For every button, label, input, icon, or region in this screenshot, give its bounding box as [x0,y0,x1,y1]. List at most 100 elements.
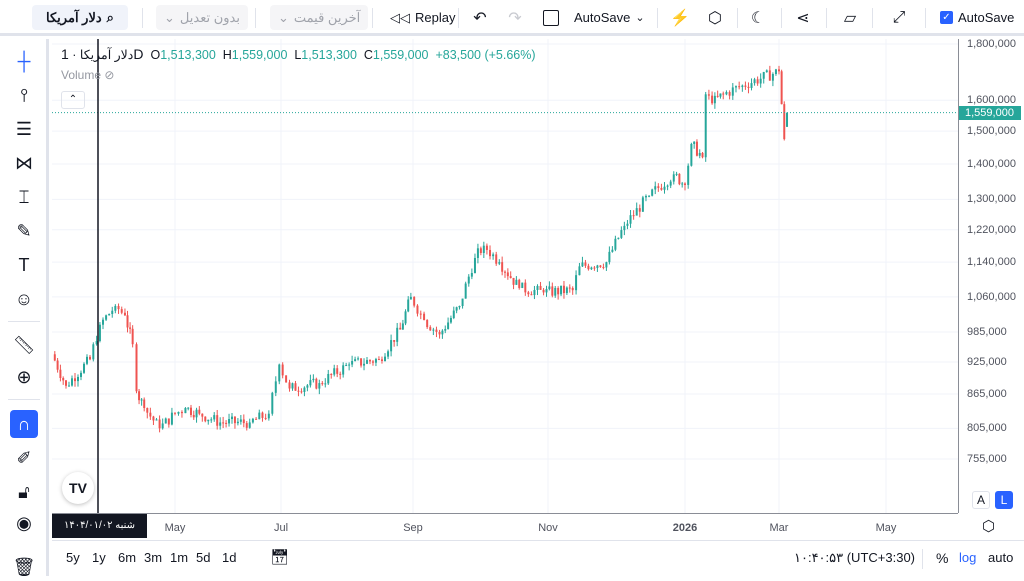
range-button-5y[interactable]: 5y [66,550,80,565]
ruler-icon[interactable]: 📏︎ [12,334,36,355]
candle-body [330,373,333,375]
axis-settings-icon[interactable]: ⬡ [982,518,996,535]
candle-body [711,95,714,104]
eye-off-icon[interactable]: ⊘ [104,68,115,82]
replay-label: Replay [415,10,456,25]
eye-icon[interactable]: ◉ [16,512,32,533]
candle-body [771,74,774,81]
candle-body [312,378,315,381]
candle-body [219,422,222,426]
candle-body [174,412,176,414]
crosshair-icon[interactable]: ┼ [17,50,31,71]
price-chart[interactable]: TV ⌃ [52,39,958,513]
log-scale-toggle[interactable]: log [959,550,977,565]
candle-body [449,317,452,323]
candle-body [498,262,501,264]
price-type-dropdown[interactable]: ⌄ آخرین قیمت [270,5,369,30]
adjustment-dropdown[interactable]: ⌄ بدون تعدیل [156,5,248,30]
candle-body [611,249,614,252]
candle-body [152,416,155,421]
collapse-legend-button[interactable]: ⌃ [61,91,85,109]
range-button-1m[interactable]: 1m [170,550,189,565]
timezone-clock[interactable]: ۱۰:۴۰:۵۳ (UTC+3:30) [794,550,915,565]
candle-body [399,327,402,330]
symbol-search-button[interactable]: دلار آمریکا ⌕ [32,5,128,30]
pattern-nodes-icon[interactable]: ⋈ [15,152,33,173]
time-tick: May [875,522,897,534]
settings-hex-icon[interactable]: ⬡ [708,10,722,27]
range-button-5d[interactable]: 5d [196,550,211,565]
candle-body [207,419,210,422]
undo-icon[interactable]: ↶ [473,10,487,27]
candle-body [251,418,254,423]
range-button-6m[interactable]: 6m [118,550,137,565]
text-icon[interactable]: T [18,254,30,275]
candle-body [324,383,327,385]
log-scale-button[interactable]: L [995,491,1013,509]
symbol-label: دلار آمریکا [46,9,102,25]
autosave-checkbox[interactable]: ✓ AutoSave [932,5,1022,30]
candle-body [780,71,783,105]
price-tick: 1,220,000 [967,223,1016,236]
layout-dropdown[interactable]: AutoSave ⌄ [566,5,653,30]
candle-body [129,327,132,329]
lock-drawing-icon[interactable]: ✐ [16,447,32,468]
candle-body [470,273,473,277]
range-button-3m[interactable]: 3m [144,550,163,565]
brush-icon[interactable]: ✎ [16,220,32,241]
price-tick: 925,000 [967,355,1007,368]
candle-body [557,287,560,295]
candle-body [123,312,126,316]
candle-body [536,285,539,290]
snapshot-icon[interactable]: ▱ [843,10,857,27]
lock-icon[interactable]: 🔓︎ [18,481,30,502]
fullscreen-icon[interactable]: ⤢ [892,9,906,26]
range-button-1d[interactable]: 1d [222,550,237,565]
candle-body [333,368,336,375]
trash-icon[interactable]: 🗑︎ [12,556,36,577]
measure-icon[interactable]: ⌶ [18,186,30,207]
range-button-1y[interactable]: 1y [92,550,106,565]
candle-body [533,289,536,296]
time-axis[interactable]: شنبه ۱۴۰۴/۰۱/۰۲ May Jul Sep Nov 2026 Mar May [52,513,958,540]
zoom-in-icon[interactable]: ⊕ [16,366,32,387]
candle-body [105,315,108,320]
emoji-icon[interactable]: ☺ [14,288,34,309]
candle-body [303,387,306,392]
redo-icon[interactable]: ↷ [508,10,522,27]
moon-icon[interactable]: ☾ [750,10,766,27]
magnet-icon[interactable]: ∩ [10,410,38,438]
candle-body [225,422,228,424]
volume-label[interactable]: Volume [61,68,102,82]
candle-body [548,286,551,290]
candle-body [245,423,248,428]
layout-icon[interactable] [539,6,563,30]
go-to-date-icon[interactable]: 📅︎ [270,549,290,566]
candle-body [753,79,756,84]
indicators-icon[interactable]: ⚡ [670,10,690,27]
candle-body [228,419,231,424]
auto-scale-button[interactable]: A [972,491,990,509]
percent-scale-button[interactable]: % [936,550,949,566]
candle-body [56,360,59,370]
candle-body [762,72,765,79]
share-icon[interactable]: ⋖ [796,10,810,27]
price-tick: 1,600,000 [967,94,1016,107]
candle-body [363,363,366,366]
candle-body [565,287,568,294]
candle-body [131,328,134,345]
horizontal-lines-icon[interactable]: ☰ [15,118,33,139]
price-tick: 1,400,000 [967,158,1016,171]
candle-body [527,292,530,295]
candle-body [120,309,123,313]
auto-scale-toggle[interactable]: auto [988,550,1014,565]
candle-body [447,322,450,330]
candle-body [722,93,725,95]
candle-body [530,294,533,296]
candle-body [267,413,270,419]
replay-button[interactable]: ◁◁ Replay [382,5,463,30]
trend-line-icon[interactable]: ⫯ [20,84,28,105]
candle-body [504,271,507,273]
price-axis[interactable]: 1,559,000 A L 1,800,000 1,600,000 1,500,00… [958,38,1024,513]
candle-body [216,415,219,426]
